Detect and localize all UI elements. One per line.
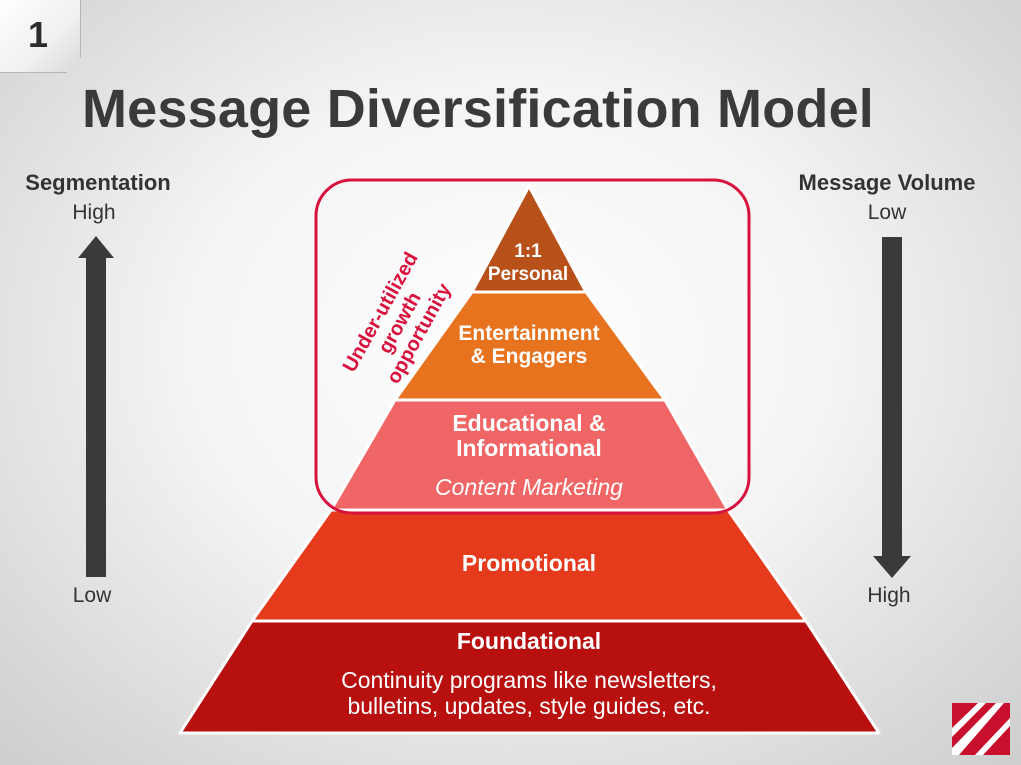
slide-title: Message Diversification Model (81, 79, 875, 139)
growth-opportunity-highlight (314, 178, 751, 515)
tier-foundational-description: Continuity programs like newsletters, bu… (270, 667, 788, 720)
pyramid-tier-foundational (178, 619, 881, 735)
tier-educational-label: Educational & Informational (420, 410, 638, 462)
segmentation-low-label: Low (72, 584, 112, 607)
up-arrow-icon (78, 236, 114, 577)
slide-number-badge (0, 0, 81, 73)
tier-educational-line1: Educational & (452, 410, 606, 436)
tier-foundational-label: Foundational (456, 628, 602, 654)
segmentation-high-label: High (72, 201, 116, 224)
tier-educational-subtitle: Content Marketing (435, 474, 623, 500)
message-volume-axis-title: Message Volume (798, 170, 976, 195)
tier-foundational-description-line1: Continuity programs like newsletters, (341, 667, 717, 693)
tier-foundational-description-line2: bulletins, updates, style guides, etc. (347, 693, 711, 720)
message-volume-low-label: Low (867, 201, 907, 224)
tier-personal-line2: Personal (487, 264, 569, 285)
tier-entertainment-line1: Entertainment (458, 322, 600, 345)
message-volume-high-label: High (867, 584, 911, 607)
tier-entertainment-label: Entertainment & Engagers (420, 322, 638, 368)
tier-personal-line1: 1:1 (514, 241, 542, 262)
segmentation-axis-title: Segmentation (25, 170, 171, 195)
down-arrow-icon (873, 237, 911, 578)
company-logo-icon (952, 703, 1010, 755)
tier-entertainment-line2: & Engagers (470, 345, 588, 369)
tier-educational-line2: Informational (456, 435, 602, 462)
tier-promotional-label: Promotional (461, 550, 597, 576)
slide-number: 1 (27, 14, 49, 55)
